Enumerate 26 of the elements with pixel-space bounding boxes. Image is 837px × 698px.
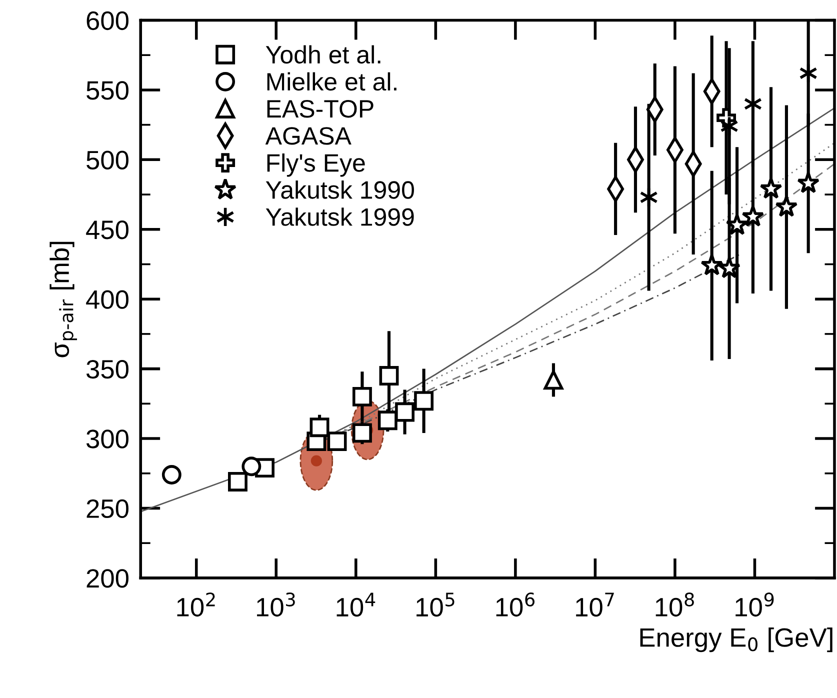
y-tick-label: 200 xyxy=(86,569,128,588)
y-tick-label: 600 xyxy=(86,11,128,30)
x-tick-label: 10$^{2}$ xyxy=(177,592,215,617)
x-tick-label: 10$^{8}$ xyxy=(656,592,694,617)
legend-label: Yakutsk 1990 xyxy=(266,180,414,199)
x-tick-label: 10$^{4}$ xyxy=(336,592,376,617)
x-tick-label: 10$^{5}$ xyxy=(416,592,454,617)
x-tick-label: 10$^{7}$ xyxy=(576,592,614,617)
y-tick-label: 250 xyxy=(86,499,128,518)
y-axis-title: σ$_{p-air}$ [mb] xyxy=(50,242,77,358)
y-tick-label: 350 xyxy=(86,360,128,379)
y-tick-label: 450 xyxy=(86,220,128,240)
x-tick-label: 10$^{9}$ xyxy=(736,592,774,617)
legend-label: Yodh et al. xyxy=(266,45,380,64)
x-tick-label: 10$^{6}$ xyxy=(496,592,535,617)
legend-label: Fly's Eye xyxy=(267,153,365,177)
legend-label: Mielke et al. xyxy=(267,72,396,91)
y-tick-label: 550 xyxy=(86,81,128,100)
legend-label: Yakutsk 1999 xyxy=(266,208,414,226)
legend-label: AGASA xyxy=(265,127,352,145)
x-axis-title: Energy E$_{0}$ [GeV] xyxy=(640,628,832,652)
y-tick-label: 300 xyxy=(86,430,128,448)
y-tick-label: 500 xyxy=(86,150,128,170)
y-tick-label: 400 xyxy=(86,290,128,309)
x-tick-label: 10$^{3}$ xyxy=(257,592,295,617)
legend-label: EAS-TOP xyxy=(267,100,374,118)
